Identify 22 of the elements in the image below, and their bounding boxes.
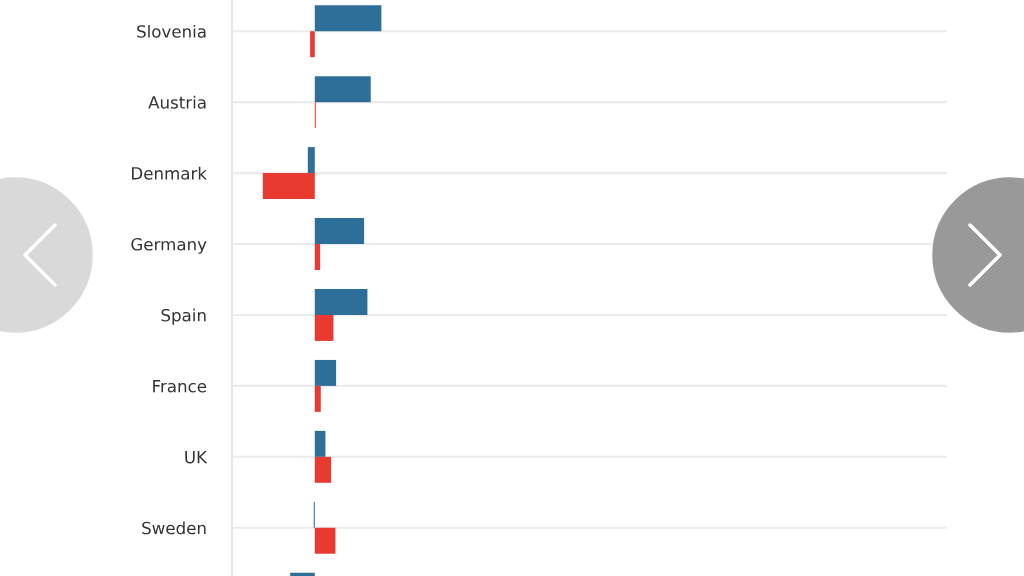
bar [314,359,337,386]
bar [314,218,365,245]
bar [314,288,368,315]
bar [262,173,315,200]
y-tick-label: Austria [148,95,206,109]
bar [310,31,315,58]
y-tick-label: Slovenia [137,24,206,38]
y-tick-label: UK [185,451,208,464]
y-tick-label: Denmark [132,166,207,180]
bar [314,385,321,412]
bar [314,5,382,32]
bar [314,430,326,457]
bar [314,456,332,483]
bar [314,244,321,270]
y-tick-label: Sweden [142,521,206,535]
y-tick-label: Spain [161,308,206,325]
bar [314,76,371,103]
bar [314,527,336,554]
bar [314,314,334,341]
bar [307,147,315,174]
y-tick-label: France [153,380,207,393]
y-tick-label: Germany [131,237,207,254]
